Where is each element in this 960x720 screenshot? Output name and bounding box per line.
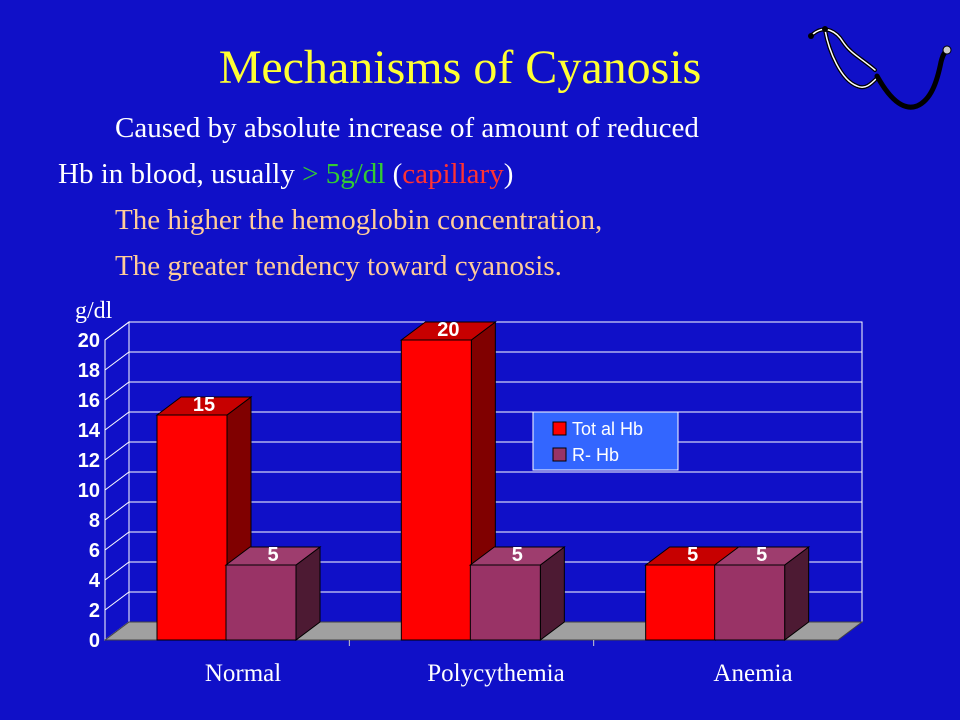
bar xyxy=(714,564,786,641)
legend-label: R- Hb xyxy=(572,445,619,465)
bar xyxy=(645,564,717,641)
bar xyxy=(225,564,297,641)
legend-swatch xyxy=(552,447,567,462)
bar xyxy=(156,414,228,641)
bar xyxy=(400,339,472,641)
cause-text-continued: Hb in blood, usually > 5g/dl (capillary) xyxy=(58,158,513,191)
chart-legend: Tot al Hb R- Hb xyxy=(532,411,679,471)
gridline-side xyxy=(104,531,130,551)
bar xyxy=(469,564,541,641)
data-label: 5 xyxy=(687,544,698,566)
legend-label: Tot al Hb xyxy=(572,419,643,439)
y-tick-label: 20 xyxy=(78,330,100,352)
gridline-side xyxy=(104,411,130,431)
y-tick-label: 4 xyxy=(89,570,101,592)
category-label: Polycythemia xyxy=(427,660,564,687)
y-tick-label: 10 xyxy=(78,480,100,502)
chart-labels: 0 2 4 6 8 10 12 14 16 18 20 g/dl 15 5 20 5 5 5 Normal Polyc… xyxy=(75,298,793,687)
gridline-side xyxy=(104,321,130,341)
data-label: 15 xyxy=(193,394,215,416)
gridline-side xyxy=(104,441,130,461)
slide-title: Mechanisms of Cyanosis xyxy=(218,41,702,94)
data-label: 20 xyxy=(437,319,459,341)
category-label: Anemia xyxy=(713,660,792,687)
gridline-side xyxy=(104,351,130,371)
chart-bars xyxy=(155,321,811,641)
hemoglobin-statement: The higher the hemoglobin concentration, xyxy=(115,204,603,236)
bar-top xyxy=(468,546,566,566)
data-label: 5 xyxy=(756,544,767,566)
data-label: 5 xyxy=(267,544,278,566)
data-label: 5 xyxy=(512,544,523,566)
paren-open: ( xyxy=(385,158,403,190)
gridline-side xyxy=(104,591,130,611)
category-label: Normal xyxy=(205,660,281,687)
gridline-side xyxy=(104,381,130,401)
gridline-side xyxy=(104,501,130,521)
y-tick-label: 8 xyxy=(89,510,100,532)
cyanosis-statement: The greater tendency toward cyanosis. xyxy=(115,250,562,282)
bar-top xyxy=(399,321,497,341)
bar-top xyxy=(224,546,322,566)
y-tick-label: 14 xyxy=(78,420,101,442)
cause-text: Caused by absolute increase of amount of… xyxy=(115,112,699,144)
y-tick-label: 0 xyxy=(89,630,100,652)
y-tick-label: 16 xyxy=(78,390,100,412)
y-tick-label: 12 xyxy=(78,450,100,472)
y-tick-label: 18 xyxy=(78,360,100,382)
y-tick-label: 6 xyxy=(89,540,100,562)
stethoscope-icon xyxy=(808,26,952,110)
cause-text-start: Hb in blood, usually xyxy=(58,158,303,190)
bar-top xyxy=(713,546,811,566)
gridline-side xyxy=(104,471,130,491)
y-tick-label: 2 xyxy=(89,600,100,622)
y-axis-label: g/dl xyxy=(75,298,113,324)
bar-top xyxy=(155,396,253,416)
threshold-value: > 5g/dl xyxy=(302,158,386,190)
legend-swatch xyxy=(552,421,567,436)
capillary-note: capillary xyxy=(402,158,504,190)
gridline-side xyxy=(104,561,130,581)
paren-close: ) xyxy=(503,158,514,190)
